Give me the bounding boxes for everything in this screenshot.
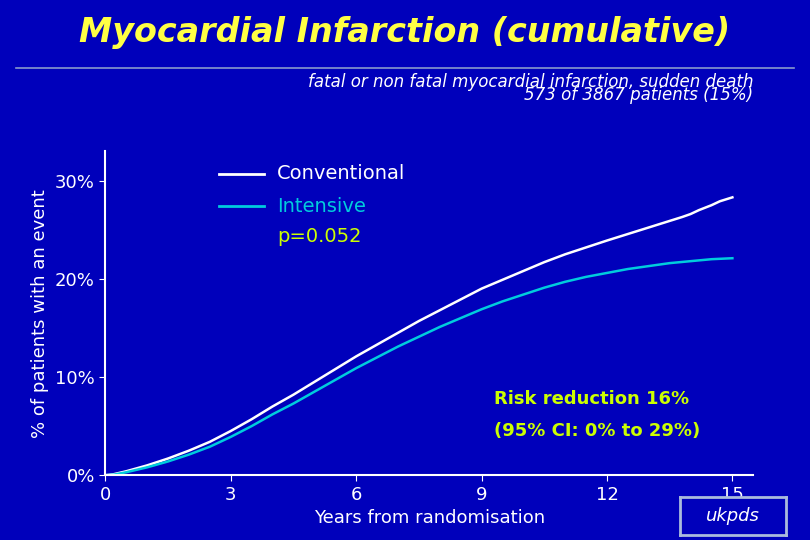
Text: 573 of 3867 patients (15%): 573 of 3867 patients (15%) <box>524 86 753 104</box>
Text: (95% CI: 0% to 29%): (95% CI: 0% to 29%) <box>494 422 701 440</box>
X-axis label: Years from randomisation: Years from randomisation <box>313 509 545 527</box>
Y-axis label: % of patients with an event: % of patients with an event <box>32 189 49 437</box>
Text: Intensive: Intensive <box>277 197 366 216</box>
Point <box>108 464 117 470</box>
Text: fatal or non fatal myocardial infarction, sudden death: fatal or non fatal myocardial infarction… <box>308 73 753 91</box>
Text: Conventional: Conventional <box>277 164 405 184</box>
Text: Myocardial Infarction (cumulative): Myocardial Infarction (cumulative) <box>79 16 731 49</box>
Text: Risk reduction 16%: Risk reduction 16% <box>494 390 689 408</box>
Point <box>111 463 121 469</box>
Text: p=0.052: p=0.052 <box>277 227 361 246</box>
Point <box>108 463 117 469</box>
Text: ukpds: ukpds <box>706 507 760 525</box>
Point <box>111 464 121 470</box>
